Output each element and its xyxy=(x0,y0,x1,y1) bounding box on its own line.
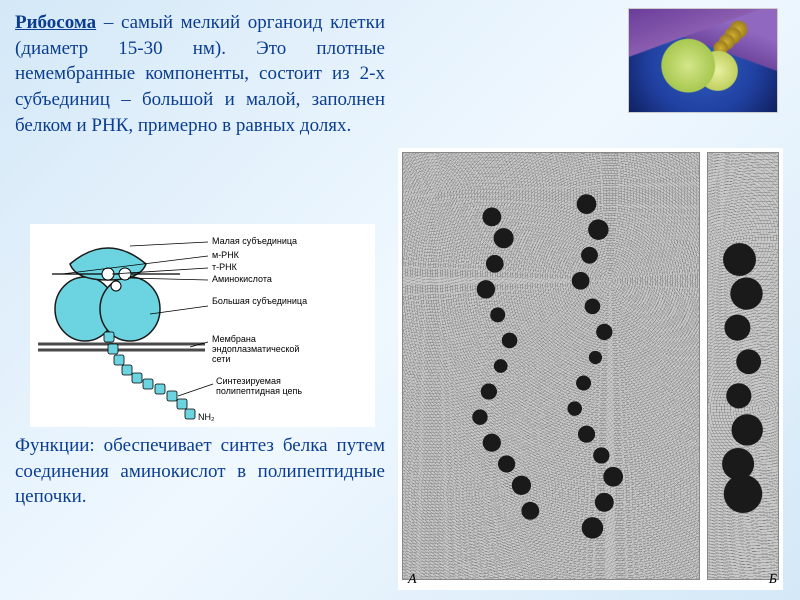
main-paragraph-2: Функции: обеспечивает синтез белка путем… xyxy=(15,433,385,510)
ribosome-3d-illustration xyxy=(628,8,778,113)
label-membrane-l1: Мембрана xyxy=(212,334,256,344)
label-membrane-l2: эндоплазматической xyxy=(212,344,299,354)
title-word: Рибосома xyxy=(15,12,96,33)
label-trna: т-РНК xyxy=(212,262,238,272)
label-large-subunit-l1: Большая субъединица xyxy=(212,296,307,306)
panel-a-label: А xyxy=(408,572,417,588)
label-aminoacid: Аминокислота xyxy=(212,274,272,284)
electron-microscopy-panel: А Б xyxy=(398,148,783,590)
main-paragraph-1: Рибосома – самый мелкий органоид клетки … xyxy=(15,10,385,138)
label-small-subunit: Малая субъединица xyxy=(212,236,297,246)
label-polypeptide-l1: Синтезируемая xyxy=(216,376,281,386)
label-mrna: м-РНК xyxy=(212,250,240,260)
label-membrane-l3: сети xyxy=(212,354,230,364)
label-polypeptide-l2: полипептидная цепь xyxy=(216,386,302,396)
label-nh2: NH₂ xyxy=(198,412,215,422)
microscopy-image-b xyxy=(707,152,779,580)
ribosome-structure-diagram: Малая субъединица м-РНК т-РНК Аминокисло… xyxy=(30,224,375,427)
diagram-svg: Малая субъединица м-РНК т-РНК Аминокисло… xyxy=(30,224,375,427)
microscopy-image-a xyxy=(402,152,700,580)
panel-b-label: Б xyxy=(769,572,777,588)
